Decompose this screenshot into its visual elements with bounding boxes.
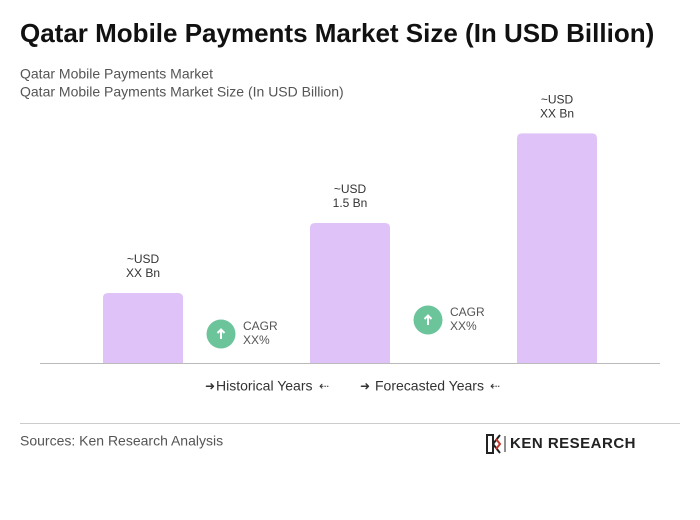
cagr-label: XX% (450, 319, 477, 333)
cagr-arrow (216, 328, 226, 339)
arrow: ➜ (205, 379, 215, 393)
source: Sources: Ken Research Analysis (20, 433, 223, 449)
value-label: XX Bn (126, 266, 160, 280)
cagr-label: XX% (243, 333, 270, 347)
value-label: 1.5 Bn (333, 196, 368, 210)
cagr-label: CAGR (450, 305, 485, 319)
cagr-label: CAGR (243, 319, 278, 333)
bar (517, 133, 597, 363)
bar (310, 223, 390, 363)
chart-title: Qatar Mobile Payments Market Size (In US… (20, 18, 654, 48)
logo-icon (486, 434, 501, 454)
legend-label: Forecasted Years (375, 378, 484, 394)
cagr-arrow (423, 314, 433, 325)
subtitle: Qatar Mobile Payments Market (20, 66, 213, 82)
logo-icon (495, 438, 502, 450)
logo: KEN RESEARCH (486, 434, 636, 454)
subtitle: Qatar Mobile Payments Market Size (In US… (20, 84, 344, 100)
arrow: ⇠ (490, 379, 500, 393)
arrow: ➜ (360, 379, 370, 393)
value-label: ~USD (541, 93, 574, 107)
value-label: ~USD (127, 252, 160, 266)
logo-text: KEN RESEARCH (510, 435, 636, 452)
legend-label: Historical Years (216, 378, 313, 394)
value-label: ~USD (334, 182, 367, 196)
bar (103, 293, 183, 363)
arrow: ⇠ (319, 379, 329, 393)
value-label: XX Bn (540, 107, 574, 121)
